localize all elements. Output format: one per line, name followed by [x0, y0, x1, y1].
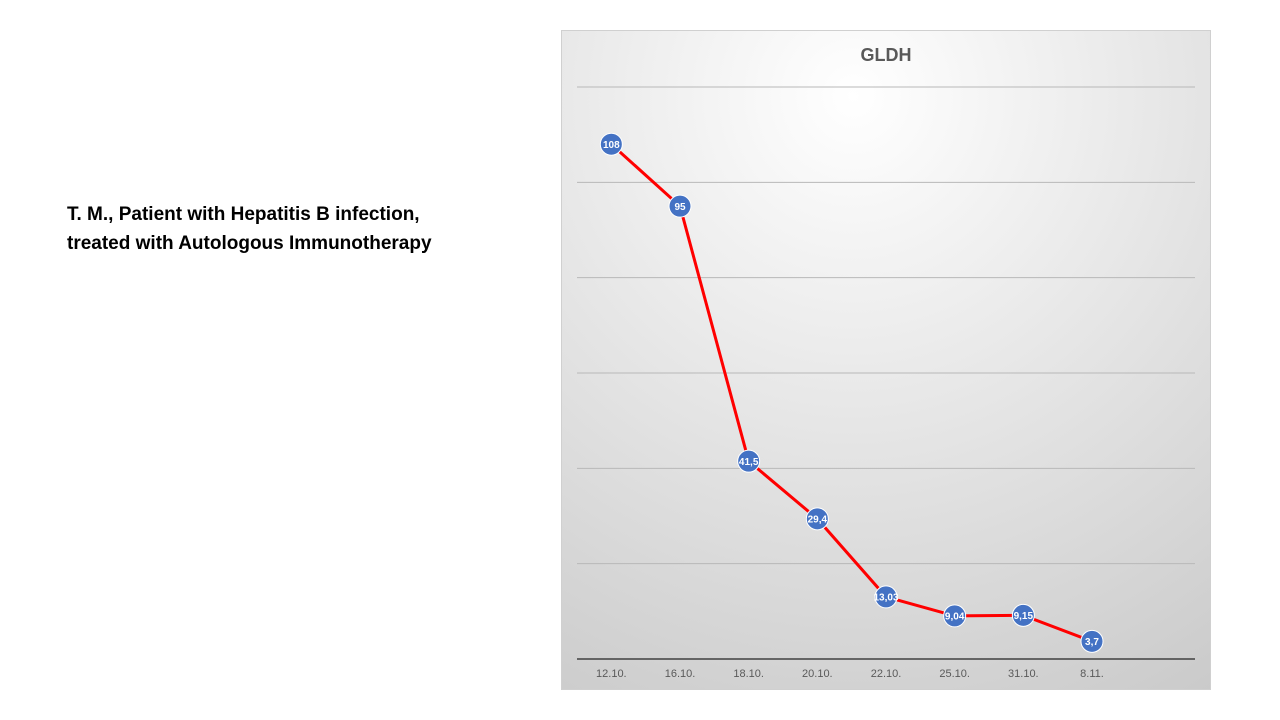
chart-title: GLDH [861, 45, 912, 65]
data-label: 9,04 [945, 612, 965, 623]
x-tick-label: 20.10. [802, 668, 833, 680]
data-label: 41,5 [739, 457, 759, 468]
marker [943, 604, 967, 628]
x-tick-label: 31.10. [1008, 668, 1039, 680]
marker [668, 194, 692, 218]
data-label: 108 [603, 140, 620, 151]
marker [1011, 603, 1035, 627]
x-tick-label: 18.10. [733, 668, 764, 680]
marker [737, 449, 761, 473]
slide-text: T. M., Patient with Hepatitis B infectio… [67, 200, 432, 258]
chart-area [561, 30, 1211, 690]
marker [874, 585, 898, 609]
data-label: 95 [674, 202, 686, 213]
data-label: 9,15 [1014, 611, 1034, 622]
text-line: treated with Autologous Immunotherapy [67, 233, 432, 254]
marker [599, 132, 623, 156]
marker [805, 507, 829, 531]
marker [1080, 629, 1104, 653]
text-line: T. M., Patient with Hepatitis B infectio… [67, 204, 420, 225]
x-tick-label: 8.11. [1080, 668, 1104, 680]
x-tick-label: 16.10. [665, 668, 696, 680]
data-label: 3,7 [1085, 637, 1099, 648]
data-label: 29,4 [808, 515, 828, 526]
x-tick-label: 12.10. [596, 668, 627, 680]
x-tick-label: 22.10. [871, 668, 902, 680]
data-label: 13,03 [873, 593, 898, 604]
x-tick-label: 25.10. [939, 668, 970, 680]
